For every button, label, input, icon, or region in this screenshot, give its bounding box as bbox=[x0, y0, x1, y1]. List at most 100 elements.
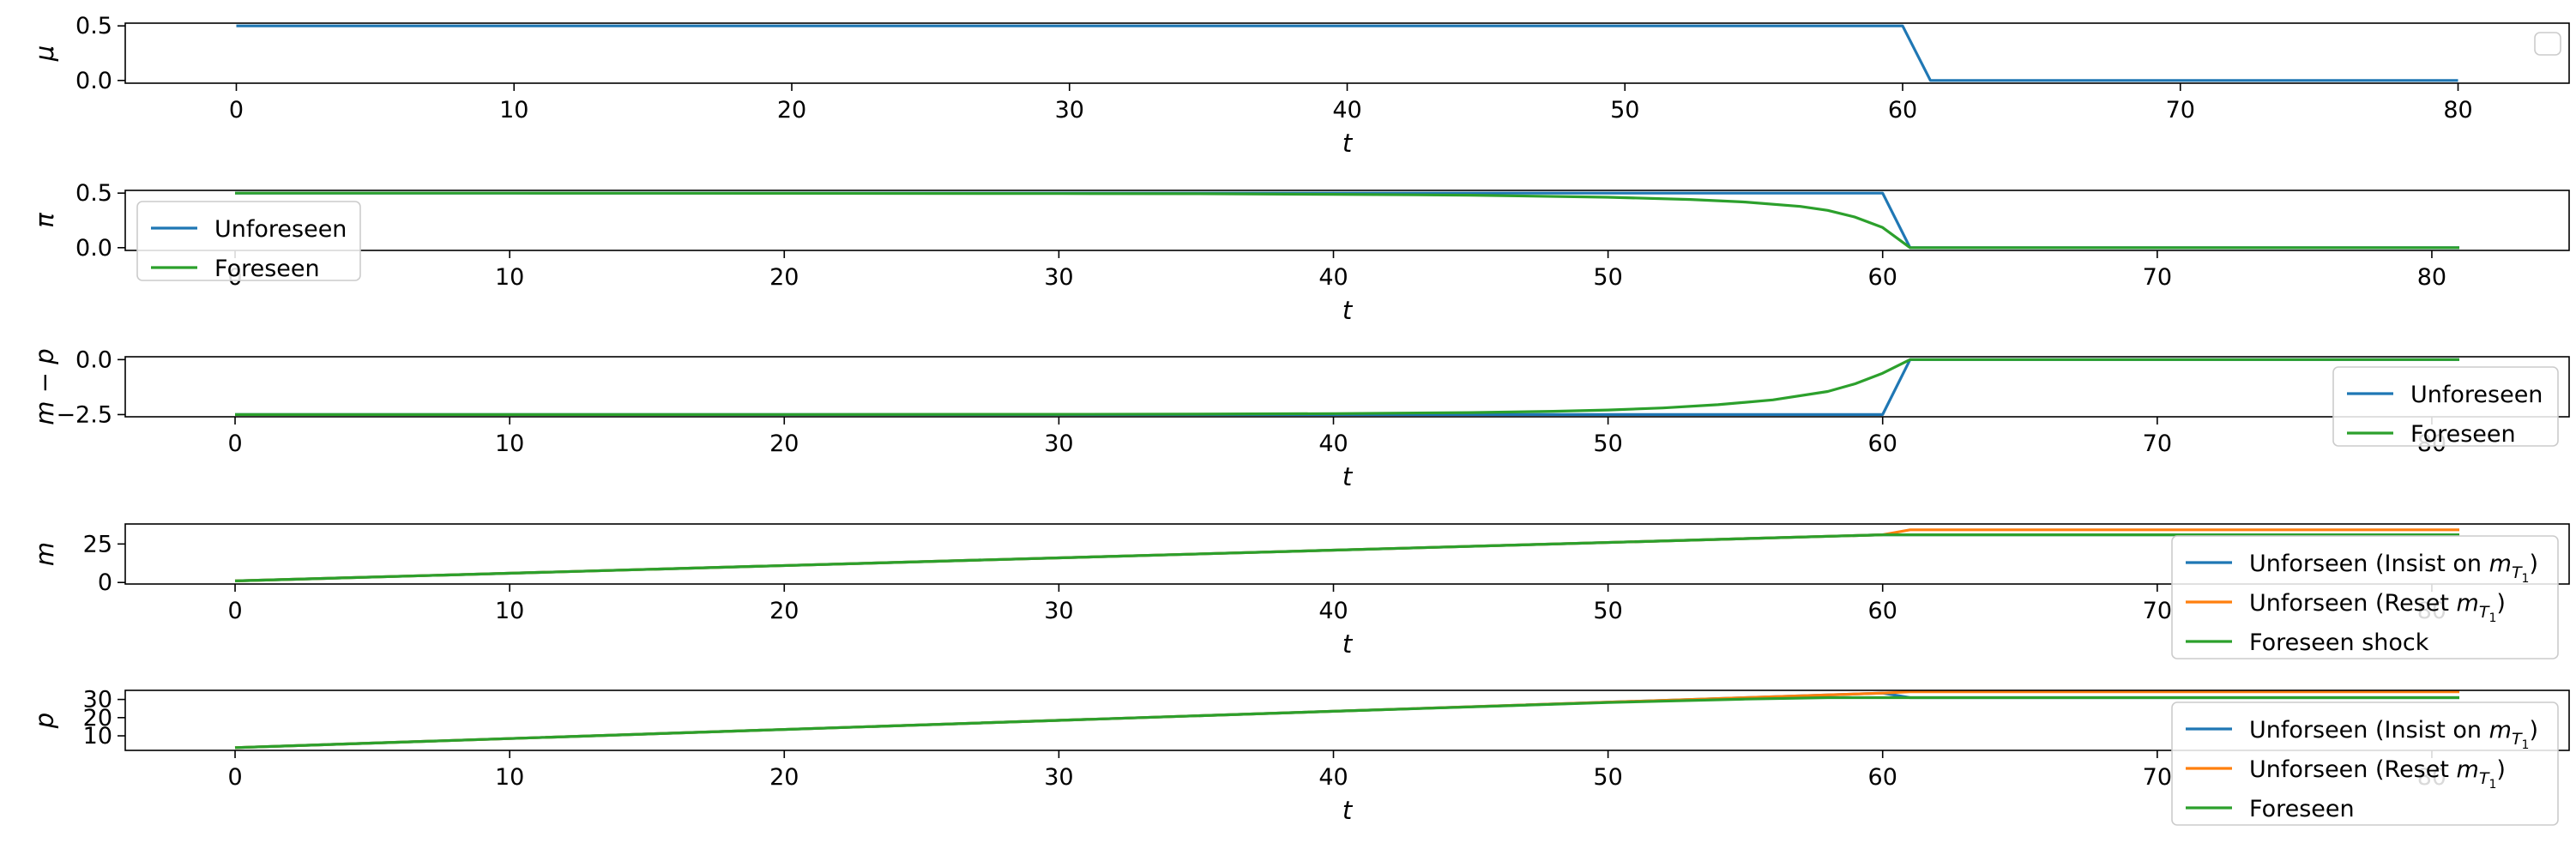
x-tick-label: 30 bbox=[1044, 598, 1073, 624]
series-line-3 bbox=[234, 695, 2459, 750]
x-tick-label: 60 bbox=[1868, 764, 1897, 791]
subplot-4: 01020304050607080025tmUnforseen (Insist … bbox=[30, 523, 2570, 659]
legend-entry-label: Unforseen (Insist on mT1) bbox=[2249, 717, 2538, 752]
x-tick-label: 70 bbox=[2143, 598, 2172, 624]
x-tick-label: 70 bbox=[2143, 264, 2172, 291]
x-tick-label: 60 bbox=[1888, 97, 1917, 123]
x-tick-label: 60 bbox=[1868, 264, 1897, 291]
x-tick-label: 70 bbox=[2143, 764, 2172, 791]
legend-entry-label: Unforseen (Insist on mT1) bbox=[2249, 551, 2538, 586]
legend-box bbox=[2534, 32, 2561, 56]
axes-frame bbox=[124, 22, 2570, 84]
x-tick-label: 20 bbox=[769, 598, 799, 624]
x-tick-label: 20 bbox=[769, 264, 799, 291]
series-line-1 bbox=[236, 24, 2458, 82]
y-axis-label: m bbox=[30, 542, 59, 566]
series-line-2 bbox=[234, 528, 2459, 582]
x-tick-label: 40 bbox=[1318, 264, 1348, 291]
x-tick-label: 10 bbox=[495, 264, 524, 291]
axes-frame bbox=[124, 190, 2570, 251]
x-tick-label: 50 bbox=[1593, 764, 1622, 791]
legend: Unforeseen Foreseen bbox=[136, 201, 361, 282]
x-tick-label: 20 bbox=[769, 431, 799, 457]
x-axis-label: t bbox=[1342, 129, 1354, 158]
y-tick-label: 20 bbox=[83, 705, 112, 732]
y-axis-label: π bbox=[30, 213, 59, 228]
subplot-2: 010203040506070800.00.5tπUnforeseenFores… bbox=[30, 180, 2570, 325]
axes-frame bbox=[124, 689, 2570, 751]
x-tick-label: 50 bbox=[1593, 431, 1622, 457]
x-tick-label: 10 bbox=[495, 764, 524, 791]
x-tick-label: 50 bbox=[1593, 264, 1622, 291]
x-tick-label: 80 bbox=[2443, 97, 2472, 123]
axes-frame bbox=[124, 356, 2570, 418]
x-tick-label: 30 bbox=[1055, 97, 1084, 123]
axes-frame bbox=[124, 523, 2570, 585]
series-line-1 bbox=[235, 191, 2459, 250]
series-line-2 bbox=[234, 690, 2459, 750]
series-line-1 bbox=[234, 533, 2459, 582]
x-tick-label: 50 bbox=[1610, 97, 1639, 123]
legend: Unforeseen Foreseen bbox=[2332, 366, 2559, 448]
x-tick-label: 20 bbox=[769, 764, 799, 791]
x-tick-label: 0 bbox=[229, 97, 244, 123]
series-line-2 bbox=[235, 358, 2459, 416]
x-tick-label: 30 bbox=[1044, 431, 1073, 457]
legend-box bbox=[136, 201, 361, 281]
legend-entry-label: Unforseen (Reset mT1) bbox=[2249, 756, 2506, 792]
x-tick-label: 50 bbox=[1593, 598, 1622, 624]
legend: Unforseen (Insist on mT1) Unforseen (Rese… bbox=[2171, 701, 2559, 826]
legend-box bbox=[2171, 535, 2559, 659]
x-tick-label: 30 bbox=[1044, 264, 1073, 291]
series-line-3 bbox=[234, 533, 2459, 582]
x-tick-label: 40 bbox=[1332, 97, 1361, 123]
legend-entry-label: Unforeseen bbox=[214, 216, 347, 243]
y-tick-label: 0 bbox=[98, 569, 112, 596]
legend-entry-label: Foreseen bbox=[214, 256, 320, 282]
x-tick-label: 10 bbox=[495, 431, 524, 457]
y-tick-label: 25 bbox=[83, 531, 112, 557]
x-tick-label: 40 bbox=[1318, 431, 1348, 457]
legend: Unforseen (Insist on mT1) Unforseen (Rese… bbox=[2171, 535, 2559, 659]
y-tick-label: 0.0 bbox=[75, 346, 112, 373]
x-tick-label: 70 bbox=[2143, 431, 2172, 457]
series-line-1 bbox=[235, 358, 2459, 416]
x-axis-label: t bbox=[1342, 462, 1354, 491]
y-tick-label: 30 bbox=[83, 687, 112, 714]
x-tick-label: 60 bbox=[1868, 598, 1897, 624]
legend-entry-label: Foreseen bbox=[2249, 796, 2355, 822]
x-tick-label: 40 bbox=[1318, 598, 1348, 624]
y-axis-label: p bbox=[30, 713, 59, 729]
legend-entry-label: Foreseen shock bbox=[2249, 629, 2429, 656]
x-tick-label: 10 bbox=[499, 97, 528, 123]
x-tick-label: 0 bbox=[227, 764, 242, 791]
y-axis-label: μ bbox=[30, 45, 59, 62]
y-tick-label: 0.0 bbox=[75, 68, 112, 94]
y-tick-label: 0.5 bbox=[75, 180, 112, 207]
x-tick-label: 10 bbox=[495, 598, 524, 624]
y-tick-label: −2.5 bbox=[56, 401, 112, 428]
x-tick-label: 20 bbox=[777, 97, 806, 123]
legend bbox=[2534, 32, 2561, 56]
series-line-2 bbox=[235, 191, 2459, 250]
y-axis-label: m − p bbox=[30, 348, 59, 425]
x-axis-label: t bbox=[1342, 296, 1354, 325]
legend-entry-label: Unforeseen bbox=[2410, 382, 2543, 408]
legend-entry-label: Unforseen (Reset mT1) bbox=[2249, 590, 2506, 625]
x-tick-label: 0 bbox=[227, 598, 242, 624]
x-tick-label: 30 bbox=[1044, 764, 1073, 791]
x-tick-label: 80 bbox=[2417, 264, 2446, 291]
x-tick-label: 0 bbox=[227, 431, 242, 457]
x-tick-label: 40 bbox=[1318, 764, 1348, 791]
subplot-1: 0 10 20 30 40 50 60 70 80 0.0 0.5 t μ bbox=[30, 13, 2570, 158]
x-tick-label: 70 bbox=[2166, 97, 2195, 123]
x-axis-label: t bbox=[1342, 796, 1354, 825]
y-tick-label: 10 bbox=[83, 723, 112, 750]
x-axis-label: t bbox=[1342, 629, 1354, 659]
legend-entry-label: Foreseen bbox=[2410, 421, 2516, 448]
subplot-5: 01020304050607080102030tpUnforseen (Insi… bbox=[30, 687, 2570, 826]
y-tick-label: 0.5 bbox=[75, 13, 112, 39]
legend-box bbox=[2171, 701, 2559, 826]
y-tick-label: 0.0 bbox=[75, 235, 112, 262]
